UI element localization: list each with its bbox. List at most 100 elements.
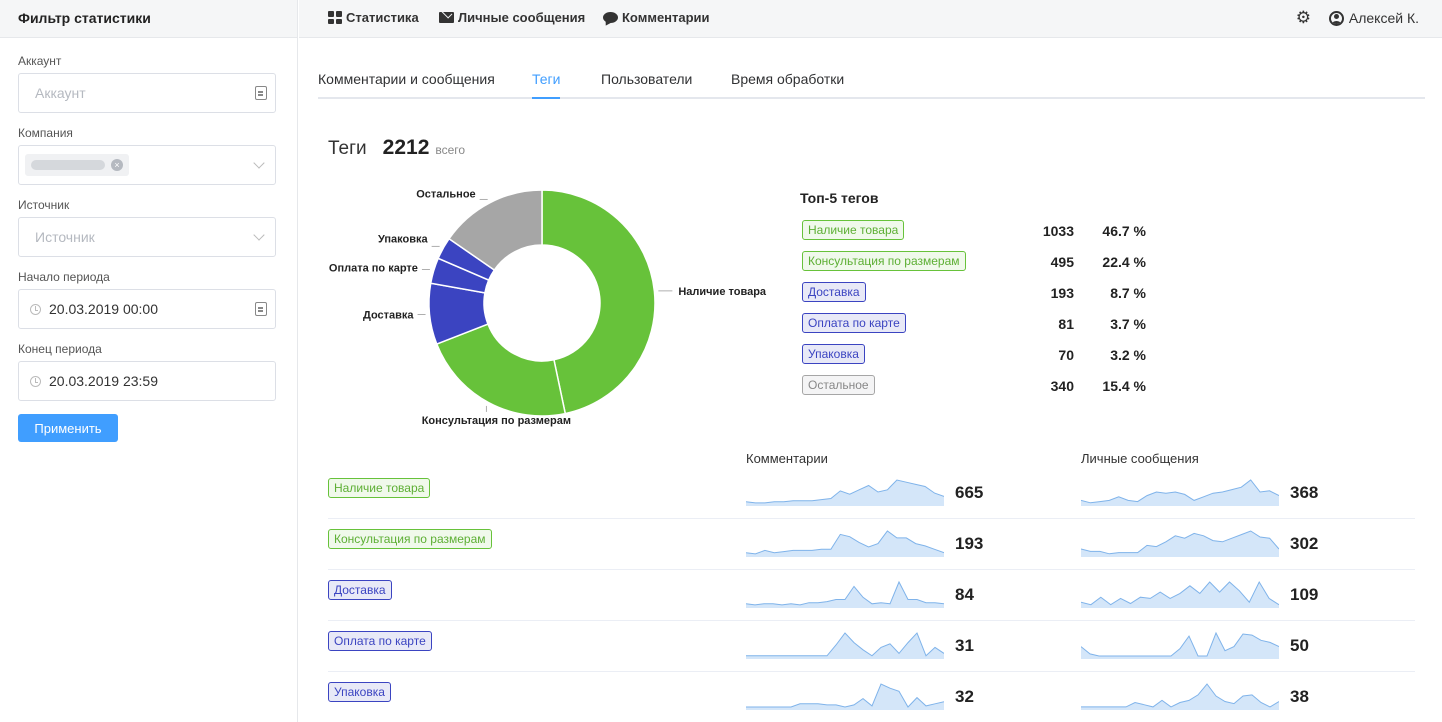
tag-badge[interactable]: Наличие товара xyxy=(328,478,431,498)
tag-percent: 3.7 % xyxy=(1110,316,1146,332)
comments-sparkline xyxy=(746,479,944,506)
period-start-label: Начало периода xyxy=(18,270,110,284)
comments-count: 665 xyxy=(955,483,984,502)
gear-icon[interactable]: ⚙ xyxy=(1295,8,1311,27)
chevron-down-icon xyxy=(253,229,265,241)
period-end-label: Конец периода xyxy=(18,342,102,356)
tags-donut-chart: Наличие товара Консультация по размерам До… xyxy=(329,188,767,427)
clock-icon xyxy=(30,303,41,315)
messages-count: 109 xyxy=(1290,585,1319,604)
sparkline-line xyxy=(746,632,944,657)
grid-icon xyxy=(328,11,342,24)
nav-statistics[interactable]: Статистика xyxy=(328,10,419,25)
tag-count: 70 xyxy=(1058,347,1074,363)
tag-percent: 3.2 % xyxy=(1110,347,1146,363)
messages-sparkline xyxy=(1081,479,1279,506)
sparkline-area xyxy=(1081,684,1279,710)
tab-processing-time[interactable]: Время обработки xyxy=(731,71,845,87)
period-start-value: 20.03.2019 00:00 xyxy=(49,301,158,317)
col-comments-header: Комментарии xyxy=(746,451,828,466)
sparkline-area xyxy=(1081,633,1279,659)
messages-count: 50 xyxy=(1290,636,1309,655)
company-chip: × xyxy=(25,154,129,176)
tag-percent: 15.4 % xyxy=(1102,378,1146,394)
tag-badge[interactable]: Консультация по размерам xyxy=(802,251,966,271)
contact-card-icon xyxy=(255,86,267,100)
account-placeholder: Аккаунт xyxy=(35,85,86,101)
period-start-input[interactable]: 20.03.2019 00:00 xyxy=(18,289,276,329)
tag-badge[interactable]: Оплата по карте xyxy=(802,313,906,333)
messages-sparkline xyxy=(1081,683,1279,710)
slice-label: Наличие товара xyxy=(678,286,767,298)
stats-tabs: Комментарии и сообщения Теги Пользовател… xyxy=(318,60,1425,99)
comments-count: 31 xyxy=(955,636,974,655)
user-icon xyxy=(1328,10,1344,26)
slice-label: Доставка xyxy=(363,309,414,321)
tag-badge[interactable]: Оплата по карте xyxy=(328,631,432,651)
source-select[interactable]: Источник xyxy=(18,217,276,257)
slice-label: Упаковка xyxy=(378,233,429,245)
tag-badge[interactable]: Доставка xyxy=(802,282,866,302)
tag-badge[interactable]: Консультация по размерам xyxy=(328,529,492,549)
nav-private-messages-label: Личные сообщения xyxy=(458,10,586,25)
tag-badge[interactable]: Доставка xyxy=(328,580,392,600)
user-menu[interactable]: Алексей К. xyxy=(1328,10,1419,26)
sparkline-area xyxy=(1081,480,1279,506)
comment-icon xyxy=(603,12,618,23)
messages-count: 368 xyxy=(1290,483,1319,502)
clock-icon xyxy=(30,375,41,387)
slice-size-consultation[interactable] xyxy=(435,323,567,417)
nav-comments[interactable]: Комментарии xyxy=(603,10,710,25)
top-navigation: Статистика Личные сообщения Комментарии … xyxy=(299,0,1442,38)
sparkline-line xyxy=(1081,683,1279,708)
account-input[interactable]: Аккаунт xyxy=(18,73,276,113)
chip-remove-icon[interactable]: × xyxy=(111,159,123,171)
tag-count: 1033 xyxy=(1042,223,1074,239)
sparkline-line xyxy=(1081,580,1279,606)
source-placeholder: Источник xyxy=(35,229,95,245)
tab-tags[interactable]: Теги xyxy=(532,71,561,99)
comments-count: 193 xyxy=(955,534,984,553)
sparkline-line xyxy=(746,683,944,708)
sparkline-line xyxy=(1081,631,1279,657)
tab-comments-and-messages[interactable]: Комментарии и сообщения xyxy=(318,71,495,87)
comments-sparkline xyxy=(746,580,944,608)
summary-title: Теги xyxy=(328,138,367,159)
apply-button[interactable]: Применить xyxy=(18,414,118,442)
comments-count: 32 xyxy=(955,687,974,706)
company-select[interactable]: × xyxy=(18,145,276,185)
tag-count: 193 xyxy=(1050,285,1074,301)
tag-percent: 8.7 % xyxy=(1110,285,1146,301)
top5-title: Топ-5 тегов xyxy=(800,190,879,206)
messages-sparkline xyxy=(1081,580,1279,608)
period-end-value: 20.03.2019 23:59 xyxy=(49,373,158,389)
tag-badge[interactable]: Упаковка xyxy=(328,682,391,702)
nav-comments-label: Комментарии xyxy=(622,10,710,25)
slice-other[interactable] xyxy=(448,189,543,272)
col-messages-header: Личные сообщения xyxy=(1081,451,1199,466)
top5-row: Оплата по карте 81 3.7 % xyxy=(802,313,1162,333)
top5-row: Доставка 193 8.7 % xyxy=(802,282,1162,302)
tags-summary: Теги 2212 всего xyxy=(328,136,465,160)
tag-percent: 46.7 % xyxy=(1102,223,1146,239)
period-end-input[interactable]: 20.03.2019 23:59 xyxy=(18,361,276,401)
tag-badge[interactable]: Наличие товара xyxy=(802,220,905,240)
user-name: Алексей К. xyxy=(1348,10,1419,26)
tag-percent: 22.4 % xyxy=(1102,254,1146,270)
tag-count: 495 xyxy=(1050,254,1074,270)
breakdown-row: Упаковка 32 38 xyxy=(328,672,1415,722)
filter-sidebar: Фильтр статистики Аккаунт Аккаунт Компан… xyxy=(0,0,298,722)
tag-badge[interactable]: Остальное xyxy=(802,375,875,395)
sparkline-area xyxy=(1081,531,1279,557)
tag-count: 340 xyxy=(1050,378,1074,394)
company-chip-text-placeholder xyxy=(31,160,105,170)
tag-badge[interactable]: Упаковка xyxy=(802,344,865,364)
nav-private-messages[interactable]: Личные сообщения xyxy=(439,10,585,25)
slice-label: Оплата по карте xyxy=(329,262,418,274)
sparkline-area xyxy=(746,582,944,608)
tab-users[interactable]: Пользователи xyxy=(601,71,693,87)
envelope-icon xyxy=(439,12,454,23)
slice-availability[interactable] xyxy=(541,189,656,415)
sparkline-area xyxy=(1081,582,1279,608)
filter-form: Аккаунт Аккаунт Компания × Источник Исто… xyxy=(0,38,297,442)
